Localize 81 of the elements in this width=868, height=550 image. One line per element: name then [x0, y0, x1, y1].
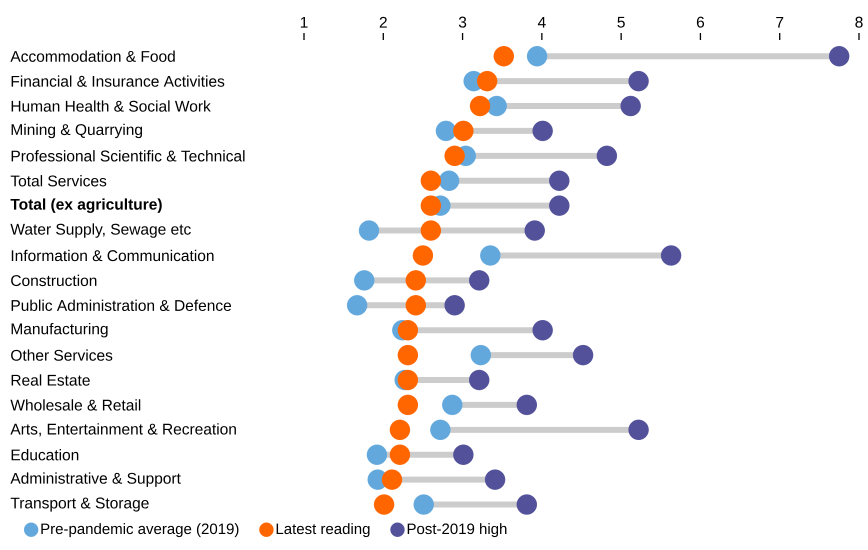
point: [486, 96, 507, 116]
point: [596, 146, 618, 166]
point: [382, 469, 402, 490]
point: [494, 46, 514, 66]
point: [628, 420, 649, 440]
point: [480, 245, 501, 266]
point: [532, 320, 553, 340]
point: [484, 469, 506, 490]
point: [430, 420, 451, 440]
point: [828, 46, 850, 66]
point: [453, 120, 474, 142]
y-tick-label: Education: [12, 449, 78, 460]
point: [398, 320, 418, 340]
y-tick-label: Professional Scientific & Technical: [12, 150, 244, 162]
y-tick-label: Wholesale & Retail: [10, 399, 140, 411]
point: [414, 494, 434, 515]
y-tick-label: Manufacturing: [12, 322, 108, 338]
x-tick-label: 2: [380, 16, 387, 28]
point: [366, 444, 388, 465]
y-tick-label: Human Health & Social Work: [12, 100, 211, 112]
legend-label: Pre-pandemic average (2019): [41, 523, 238, 538]
legend-label: Post-2019 high: [408, 523, 506, 538]
y-tick-label: Transport & Storage: [10, 498, 149, 512]
point: [420, 195, 442, 216]
y-tick-label: Financial & Insurance Activities: [12, 75, 224, 87]
point: [438, 170, 460, 191]
y-tick-label: Real Estate: [12, 374, 90, 386]
point: [390, 444, 410, 465]
point: [516, 394, 537, 416]
point: [398, 370, 418, 390]
y-tick-label: Accommodation & Food: [10, 50, 175, 62]
y-tick-label: Construction: [11, 274, 96, 286]
point: [660, 245, 682, 266]
point: [398, 394, 418, 416]
point: [412, 245, 434, 266]
point: [549, 195, 570, 216]
x-tick-label: 8: [855, 16, 863, 28]
point: [549, 170, 570, 191]
point: [354, 270, 374, 291]
x-tick-label: 7: [776, 16, 784, 28]
x-tick-label: 1: [300, 16, 308, 28]
y-tick-label: Information & Communication: [12, 250, 214, 262]
point: [406, 270, 426, 291]
point: [420, 170, 442, 191]
point: [358, 220, 380, 241]
point: [628, 70, 649, 92]
point: [572, 344, 594, 366]
y-tick-label: Administrative & Support: [10, 472, 181, 487]
point: [469, 270, 490, 291]
point: [524, 220, 545, 241]
point: [444, 295, 465, 316]
point: [374, 494, 394, 515]
y-tick-label: Total Services: [10, 175, 106, 186]
point: [346, 295, 368, 316]
point: [469, 370, 490, 390]
point: [516, 494, 537, 515]
y-tick-label: Public Administration & Defence: [12, 300, 232, 311]
x-tick-label: 4: [538, 16, 546, 28]
x-tick-label: 5: [617, 16, 625, 28]
point: [436, 120, 456, 142]
legend-label: Latest reading: [276, 523, 370, 538]
point: [476, 70, 498, 92]
y-tick-label: Water Supply, Sewage etc: [10, 223, 191, 238]
point: [453, 444, 474, 465]
y-tick-label: Mining & Quarrying: [12, 124, 142, 138]
point: [532, 120, 553, 142]
point: [406, 295, 426, 316]
point: [470, 96, 490, 116]
point: [442, 394, 462, 416]
x-tick-label: 3: [458, 16, 466, 28]
point: [526, 46, 548, 66]
x-tick-label: 6: [696, 16, 704, 28]
point: [420, 220, 442, 241]
point: [398, 344, 418, 366]
point: [470, 344, 492, 366]
point: [620, 96, 641, 116]
y-tick-label: Total (ex agriculture): [10, 198, 162, 213]
point: [390, 420, 410, 440]
point: [444, 146, 465, 166]
y-tick-label: Other Services: [11, 349, 112, 361]
y-tick-label: Arts, Entertainment & Recreation: [10, 423, 236, 436]
